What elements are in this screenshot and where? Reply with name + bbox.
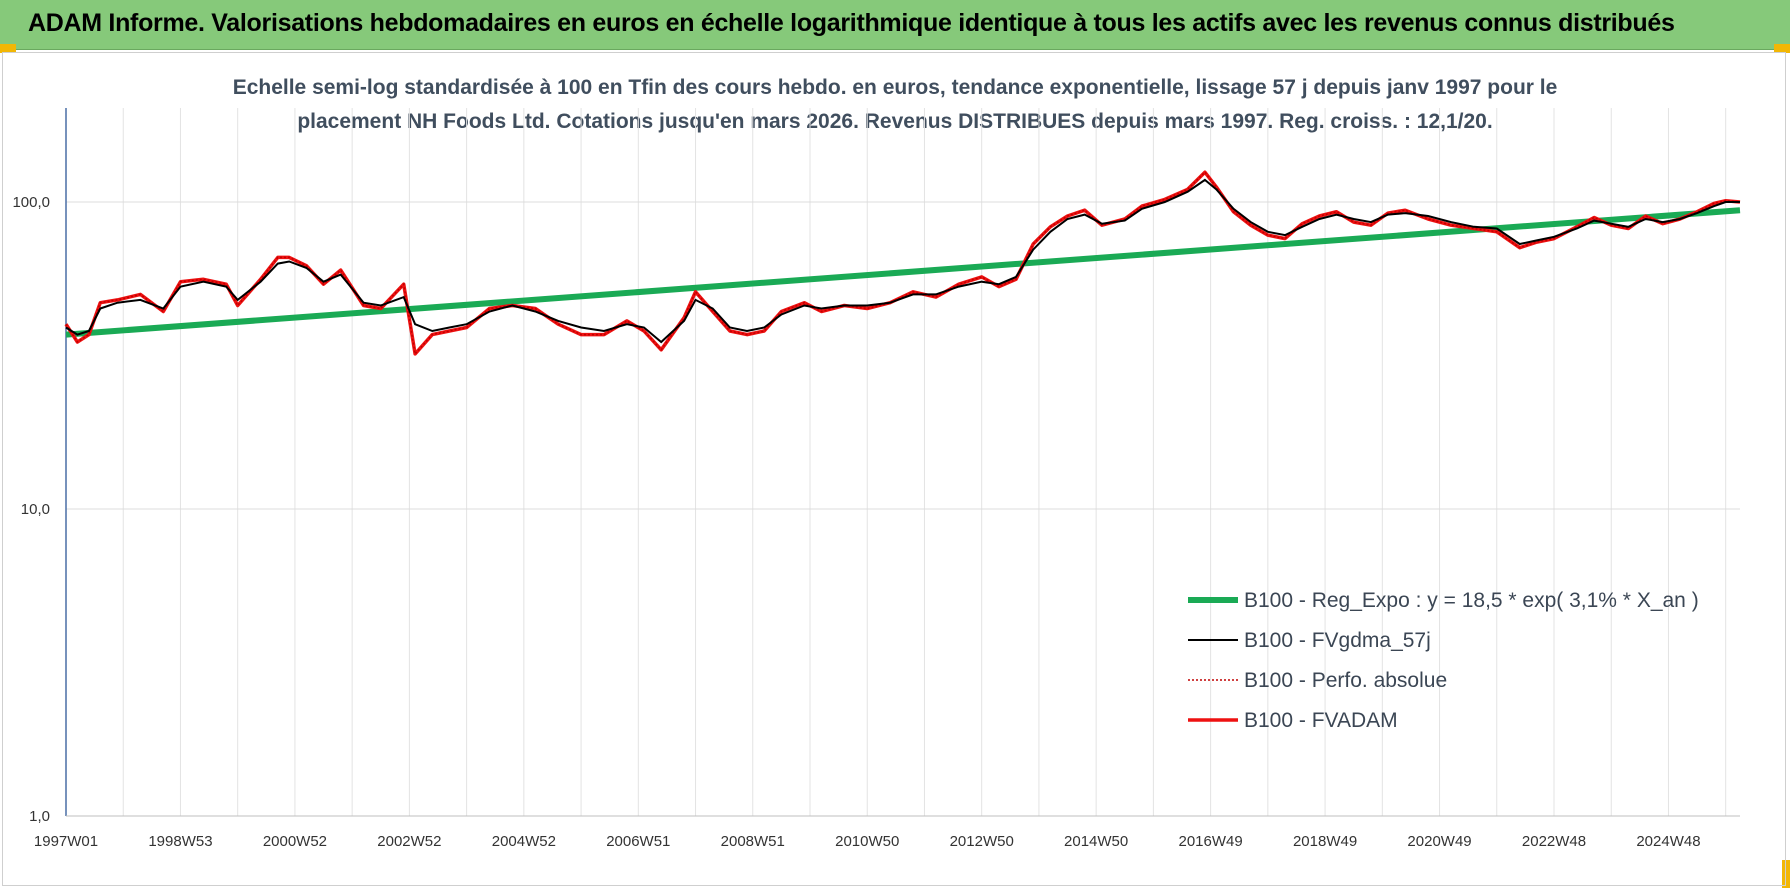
x-tick-label: 2008W51 (721, 833, 785, 850)
x-tick-label: 2024W48 (1636, 833, 1700, 850)
grid (66, 108, 1740, 817)
legend-label: B100 - FVgdma_57j (1244, 629, 1431, 652)
x-tick-label: 2002W52 (377, 833, 441, 850)
legend-label: B100 - FVADAM (1244, 709, 1398, 732)
axes: 1,0 10,0 100,0 1997W01 1998W53 2000W52 2002W52… (12, 108, 1740, 850)
series-line-perf (65, 171, 1741, 356)
chart-title-line2: placement NH Foods Ltd. Cotations jusqu'… (297, 110, 1493, 133)
y-tick-label: 10,0 (21, 501, 50, 518)
corner-marker-right (1774, 44, 1790, 53)
title-banner: ADAM Informe. Valorisations hebdomadaire… (0, 0, 1790, 50)
corner-marker-left (0, 44, 16, 53)
x-tick-label: 2018W49 (1293, 833, 1357, 850)
x-tick-label: 2016W49 (1179, 833, 1243, 850)
y-tick-label: 1,0 (29, 808, 50, 825)
series-lines (64, 170, 1741, 356)
x-tick-label: 1997W01 (34, 833, 98, 850)
x-tick-label: 1998W53 (148, 833, 212, 850)
x-tick-label: 2004W52 (492, 833, 556, 850)
series-line-fvadam (64, 170, 1741, 356)
legend-label: B100 - Reg_Expo : y = 18,5 * exp( 3,1% *… (1244, 589, 1699, 612)
corner-marker-bottom-right (1782, 860, 1790, 888)
x-tick-label: 2006W51 (606, 833, 670, 850)
x-tick-label: 2000W52 (263, 833, 327, 850)
x-tick-label: 2012W50 (950, 833, 1014, 850)
legend: B100 - Reg_Expo : y = 18,5 * exp( 3,1% *… (1188, 589, 1699, 732)
x-tick-label: 2020W49 (1407, 833, 1471, 850)
y-tick-label: 100,0 (12, 194, 50, 211)
x-tick-label: 2010W50 (835, 833, 899, 850)
series-line-trend (65, 207, 1741, 338)
chart-title-line1: Echelle semi-log standardisée à 100 en T… (232, 76, 1558, 99)
page-title: ADAM Informe. Valorisations hebdomadaire… (28, 9, 1675, 37)
series-line-smooth (65, 178, 1740, 344)
x-tick-label: 2022W48 (1522, 833, 1586, 850)
x-tick-label: 2014W50 (1064, 833, 1128, 850)
chart-frame (2, 52, 1786, 886)
legend-label: B100 - Perfo. absolue (1244, 669, 1447, 692)
